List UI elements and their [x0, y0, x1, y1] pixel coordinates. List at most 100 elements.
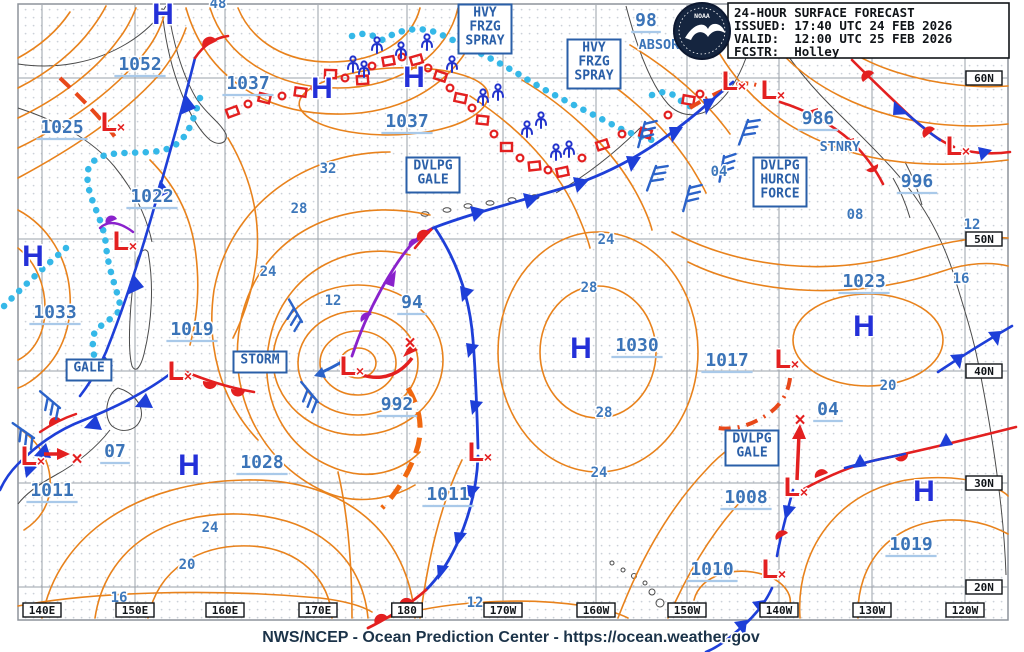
ice-edge-square	[680, 93, 696, 107]
svg-text:1033: 1033	[33, 302, 76, 323]
high-pressure-symbol: H	[152, 0, 174, 31]
low-pressure-symbol: L ×	[166, 355, 193, 388]
pressure-label: 986	[797, 107, 839, 132]
freezing-spray-icon	[563, 140, 575, 158]
pressure-label: 992	[376, 393, 418, 418]
high-pressure-symbol: H	[311, 72, 333, 105]
wind-barb-icon	[682, 183, 703, 213]
pressure-label: 1028	[236, 451, 288, 476]
pressure-label: 1037	[381, 110, 433, 135]
ice-edge-square	[323, 68, 338, 80]
pressure-label: 1023	[838, 270, 890, 295]
isobar-value: 12	[964, 217, 981, 233]
freezing-spray-icon	[521, 120, 533, 138]
high-pressure-symbol: H	[178, 449, 200, 482]
longitude-box	[667, 602, 707, 618]
low-pressure-symbol: L ×	[19, 440, 46, 473]
trough-lines	[58, 76, 792, 510]
svg-text:L: L	[775, 344, 792, 374]
ice-edge-circle	[489, 129, 499, 139]
longitude-label: 160E	[212, 604, 239, 617]
svg-text:×: ×	[117, 119, 125, 135]
ice-edge-circle	[467, 103, 477, 113]
longitude-label: 120W	[952, 604, 979, 617]
svg-text:1025: 1025	[40, 117, 83, 138]
pressure-label: 1008	[720, 486, 772, 511]
ice-edge-circle	[277, 91, 287, 101]
ice-edge-circle	[663, 110, 673, 120]
svg-text:L: L	[113, 226, 130, 256]
ice-edge-circle	[695, 89, 705, 99]
svg-text:L: L	[168, 356, 185, 386]
pressure-label: 94	[397, 291, 427, 316]
svg-text:×: ×	[37, 453, 45, 469]
isobar-value: 16	[953, 271, 970, 287]
pressure-label: 1019	[166, 318, 218, 343]
high-pressure-symbol: H	[913, 475, 935, 508]
ice-edge-square	[355, 74, 370, 86]
freezing-spray-icon	[358, 60, 370, 78]
longitude-box	[576, 602, 616, 618]
svg-text:07: 07	[104, 441, 126, 462]
isobar-value: 24	[202, 520, 219, 536]
title-line: 24-HOUR SURFACE FORECAST	[734, 5, 915, 20]
pressure-label: 1011	[422, 483, 474, 508]
pressure-label: 1011	[26, 479, 78, 504]
svg-text:996: 996	[901, 171, 934, 192]
pressure-label: 1033	[29, 301, 81, 326]
svg-text:×: ×	[800, 484, 808, 500]
svg-text:×: ×	[791, 356, 799, 372]
svg-text:DVLPG: DVLPG	[732, 432, 771, 447]
svg-text:HVY: HVY	[473, 6, 497, 21]
svg-text:×: ×	[777, 87, 785, 103]
isobar-value: 28	[596, 405, 613, 421]
svg-text:L: L	[784, 472, 801, 502]
freezing-spray-icon	[347, 55, 359, 73]
isobar-value: 32	[320, 161, 337, 177]
pressure-labels: 1052 1037 1025 1037 1022 1033 1019 98 986 996 1023…	[26, 9, 938, 583]
svg-text:L: L	[340, 351, 357, 381]
title-line: ISSUED: 17:40 UTC 24 FEB 2026	[734, 18, 952, 33]
svg-text:HURCN: HURCN	[760, 173, 799, 188]
svg-text:×: ×	[962, 143, 970, 159]
svg-text:L: L	[722, 66, 739, 96]
wind-barb-icon	[645, 164, 669, 192]
pressure-label: 1025	[36, 116, 88, 141]
svg-text:1037: 1037	[385, 111, 428, 132]
isobar-value: 48	[210, 0, 227, 12]
svg-text:1008: 1008	[724, 487, 767, 508]
high-pressure-symbol: H	[22, 240, 44, 273]
longitude-label: 140E	[29, 604, 56, 617]
svg-text:1019: 1019	[889, 534, 932, 555]
svg-text:FRZG: FRZG	[469, 20, 500, 35]
freezing-spray-icon	[395, 41, 407, 59]
svg-text:1030: 1030	[615, 335, 658, 356]
svg-text:1037: 1037	[226, 73, 269, 94]
svg-text:HVY: HVY	[582, 41, 606, 56]
ice-edge-square	[224, 104, 241, 120]
axis-labels: 140E 150E 160E 170E 180 170W 160W 150W 140W 130W 1…	[22, 70, 1003, 618]
low-pressure-symbol: L ×	[466, 436, 493, 469]
svg-text:986: 986	[802, 108, 835, 129]
pressure-label: 996	[896, 170, 938, 195]
svg-text:×: ×	[738, 78, 746, 94]
longitude-box	[22, 602, 62, 618]
svg-text:GALE: GALE	[417, 173, 448, 188]
annotation-text: STNRY	[820, 139, 862, 155]
forecast-position-x: ×	[404, 333, 415, 354]
wind-barb-icon	[300, 380, 320, 414]
isobar-value: 12	[467, 595, 484, 611]
longitude-label: 130W	[859, 604, 886, 617]
wind-barb-icon	[718, 152, 737, 183]
longitude-box	[391, 602, 423, 618]
svg-text:L: L	[101, 107, 118, 137]
svg-text:GALE: GALE	[736, 446, 767, 461]
low-pressure-symbol: L ×	[760, 553, 787, 586]
low-pressure-symbol: L ×	[111, 225, 138, 258]
latitude-box	[965, 475, 1003, 491]
longitude-label: 140W	[766, 604, 793, 617]
